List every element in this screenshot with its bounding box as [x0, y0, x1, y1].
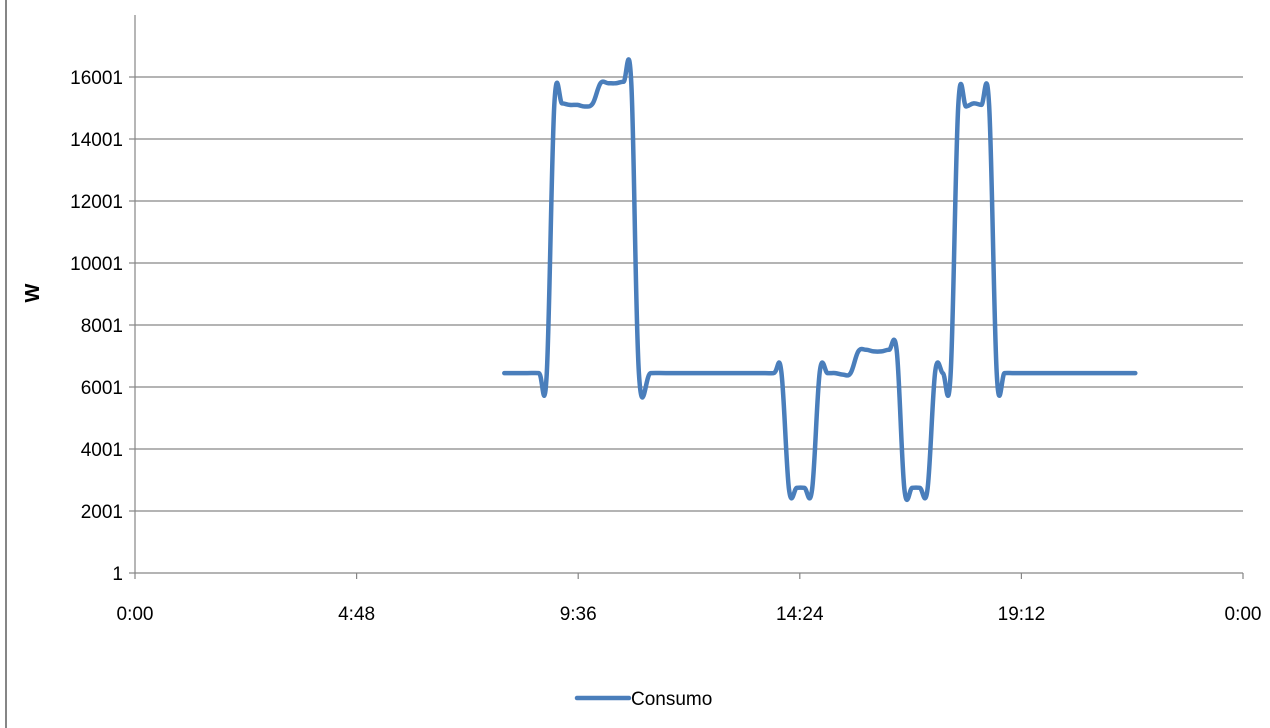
series-line-0	[502, 57, 1138, 502]
x-tick-labels: 0:00 4:48 9:36 14:24 19:12 0:00	[117, 604, 1262, 625]
legend: Consumo	[574, 689, 712, 710]
y-tick-label: 10001	[70, 254, 123, 275]
y-axis-title: W	[22, 283, 44, 302]
x-tick-label: 4:48	[338, 604, 375, 625]
legend-label: Consumo	[631, 689, 712, 710]
y-tick-label: 16001	[70, 68, 123, 89]
x-tick-label: 14:24	[776, 604, 824, 625]
y-tick-label: 8001	[81, 316, 123, 337]
axes	[5, 0, 1244, 728]
x-tick-label: 0:00	[117, 604, 154, 625]
x-tick-label: 19:12	[998, 604, 1046, 625]
y-tick-label: 2001	[81, 502, 123, 523]
y-tick-label: 4001	[81, 440, 123, 461]
gridlines	[135, 76, 1243, 512]
x-tick-label: 9:36	[560, 604, 597, 625]
y-tick-label: 12001	[70, 192, 123, 213]
y-tick-label: 1	[112, 564, 123, 585]
x-tick-label: 0:00	[1225, 604, 1262, 625]
series	[502, 57, 1138, 502]
y-tick-label: 6001	[81, 378, 123, 399]
y-tick-label: 14001	[70, 130, 123, 151]
